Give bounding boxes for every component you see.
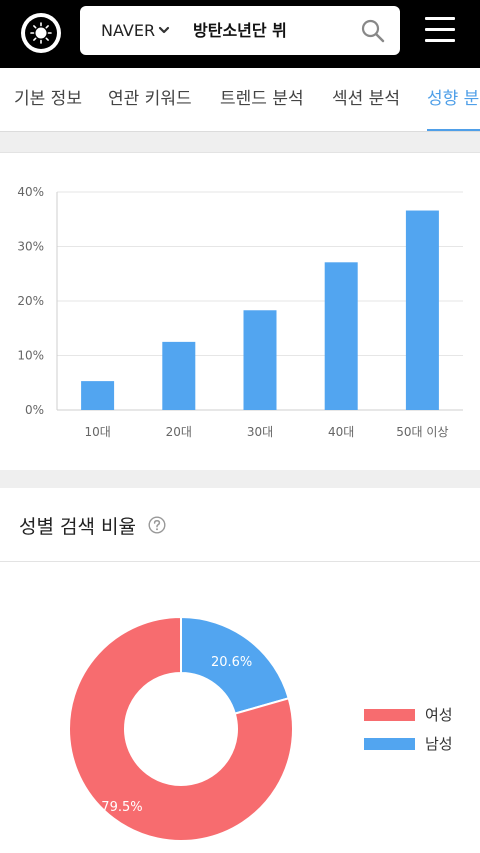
logo-inner [25, 17, 57, 49]
help-icon[interactable] [148, 516, 166, 534]
legend-label-male: 남성 [425, 735, 453, 753]
section-divider [0, 561, 480, 562]
slice-male[interactable] [180, 615, 290, 715]
tab-related-keywords[interactable]: 연관 키워드 [108, 89, 192, 109]
gender-ratio-title: 성별 검색 비율 [19, 516, 136, 538]
tab-bar: 기본 정보 연관 키워드 트렌드 분석 섹션 분석 성향 분석 [0, 68, 480, 132]
engine-select[interactable]: NAVER [101, 21, 156, 40]
gender-donut-chart: 20.6% 79.5% [68, 615, 294, 842]
legend-label-female: 여성 [425, 706, 453, 724]
slice-value-label: 79.5% [101, 800, 142, 815]
top-header: NAVER 방탄소년단 뷔 [0, 0, 480, 68]
gender-ratio-card: 성별 검색 비율 20.6% 79.5% 여성 남성 [0, 488, 480, 853]
x-tick-label: 40대 [328, 425, 354, 439]
bar[interactable] [324, 262, 358, 410]
tab-section-analysis[interactable]: 섹션 분석 [332, 89, 400, 109]
y-tick-label: 30% [17, 240, 44, 254]
x-tick-label: 30대 [247, 425, 273, 439]
bar[interactable] [81, 381, 115, 410]
bar[interactable] [162, 341, 196, 410]
slice-value-label: 20.6% [211, 655, 252, 670]
y-tick-label: 0% [25, 403, 44, 417]
active-tab-indicator [427, 129, 480, 131]
x-tick-label: 50대 이상 [396, 425, 448, 439]
age-chart-card: 0% 10% 20% 30% 40% 10대 20대 30대 40대 50대 이상 [0, 152, 480, 470]
logo-button[interactable] [21, 13, 61, 53]
sun-icon [30, 22, 52, 44]
tab-tendency-analysis[interactable]: 성향 분석 [427, 89, 480, 109]
y-tick-label: 20% [17, 294, 44, 308]
bar[interactable] [243, 310, 277, 410]
x-tick-label: 10대 [84, 425, 110, 439]
age-bar-chart: 0% 10% 20% 30% 40% 10대 20대 30대 40대 50대 이상 [17, 185, 463, 439]
legend-swatch-male [364, 738, 415, 750]
x-tick-label: 20대 [166, 425, 192, 439]
bar[interactable] [405, 210, 439, 410]
legend-swatch-female [364, 709, 415, 721]
y-tick-label: 40% [17, 185, 44, 199]
hamburger-menu-icon[interactable] [425, 17, 455, 43]
search-input[interactable]: 방탄소년단 뷔 [193, 21, 287, 40]
search-icon[interactable] [360, 18, 386, 44]
tab-trend-analysis[interactable]: 트렌드 분석 [220, 89, 304, 109]
y-tick-label: 10% [17, 349, 44, 363]
search-box: NAVER 방탄소년단 뷔 [80, 6, 400, 55]
chevron-down-icon[interactable] [158, 24, 170, 36]
tab-basic-info[interactable]: 기본 정보 [14, 89, 82, 109]
slice-female[interactable] [68, 615, 294, 842]
